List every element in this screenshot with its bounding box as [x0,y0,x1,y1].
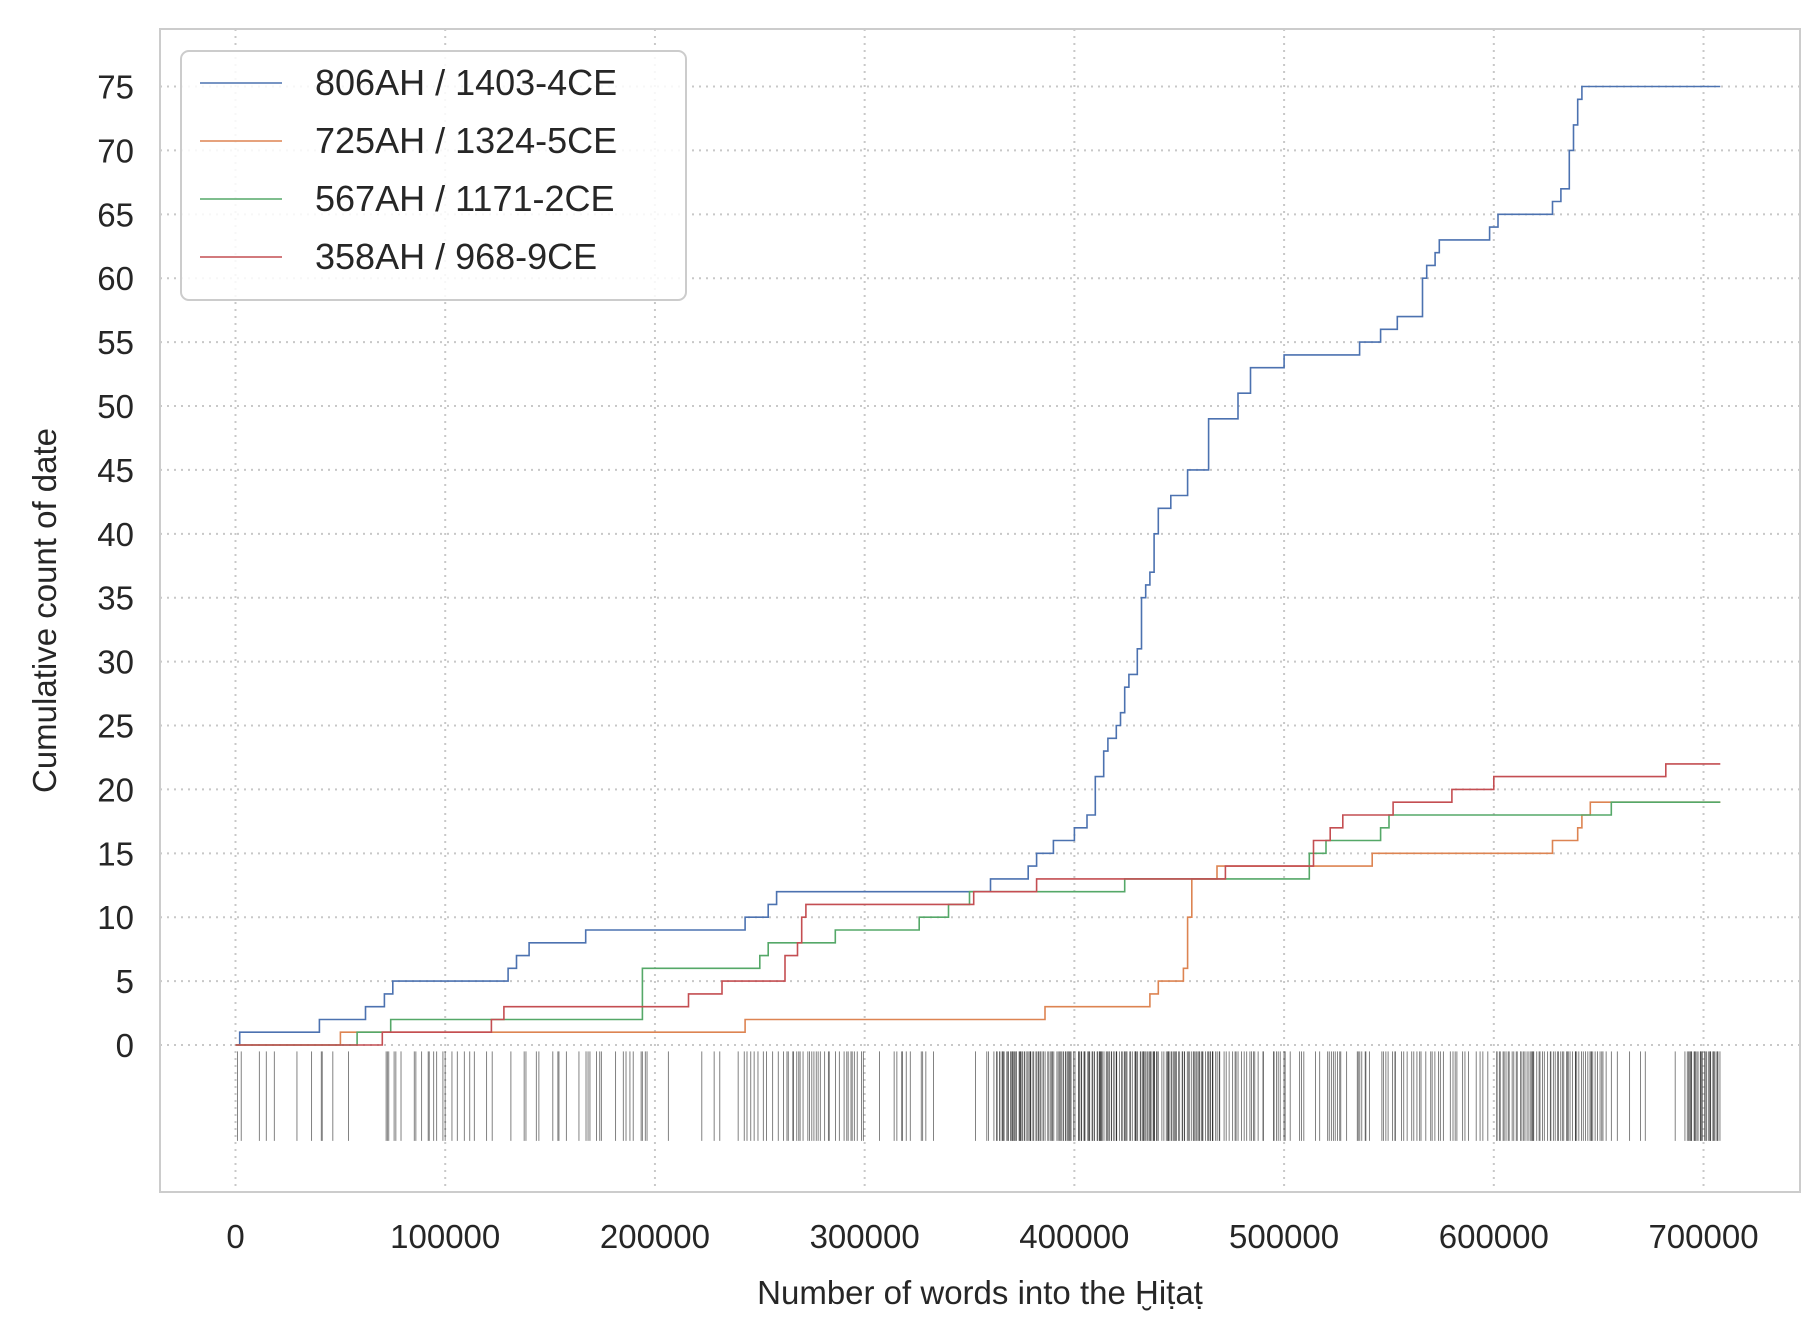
y-tick-label: 20 [97,771,134,808]
x-tick-label: 0 [226,1218,244,1255]
y-tick-label: 35 [97,580,134,617]
y-tick-label: 65 [97,196,134,233]
x-tick-label: 700000 [1648,1218,1758,1255]
rug-layer [236,1051,1721,1141]
legend-box [180,50,687,301]
y-tick-label: 0 [116,1027,134,1064]
y-tick-label: 50 [97,388,134,425]
legend-label: 358AH / 968-9CE [315,236,597,277]
y-tick-label: 70 [97,132,134,169]
x-tick-label: 600000 [1439,1218,1549,1255]
grid-layer [160,29,1800,1192]
y-tick-label: 60 [97,260,134,297]
legend-label: 725AH / 1324-5CE [315,120,617,161]
x-tick-label: 200000 [600,1218,710,1255]
y-tick-label: 55 [97,324,134,361]
plot-frame [159,28,1801,1193]
y-tick-label: 45 [97,452,134,489]
legend: 806AH / 1403-4CE 725AH / 1324-5CE 567AH / … [180,50,687,301]
y-tick-label: 40 [97,516,134,553]
y-axis-label: Cumulative count of date [26,428,63,793]
legend-label: 567AH / 1171-2CE [315,178,615,219]
y-tick-label: 25 [97,708,134,745]
x-tick-label: 300000 [810,1218,920,1255]
series-layer [235,85,1721,1046]
y-tick-label: 75 [97,69,134,106]
series-line [235,801,1721,1046]
y-tick-label: 5 [116,963,134,1000]
series-line [235,85,1721,1046]
x-tick-label: 100000 [390,1218,500,1255]
x-axis-label: Number of words into the Ḫiṭaṭ [757,1274,1203,1311]
x-tick-labels: 0 100000 200000 300000 400000 500000 600000 700… [226,1218,1758,1255]
series-line [235,763,1721,1046]
x-tick-label: 500000 [1229,1218,1339,1255]
y-tick-label: 30 [97,644,134,681]
y-tick-label: 15 [97,835,134,872]
y-tick-labels: 0 5 10 15 20 25 30 35 40 45 50 55 60 65 70 75 [97,69,134,1065]
x-tick-label: 400000 [1019,1218,1129,1255]
series-line [235,801,1721,1046]
y-tick-label: 10 [97,899,134,936]
legend-label: 806AH / 1403-4CE [315,62,617,103]
